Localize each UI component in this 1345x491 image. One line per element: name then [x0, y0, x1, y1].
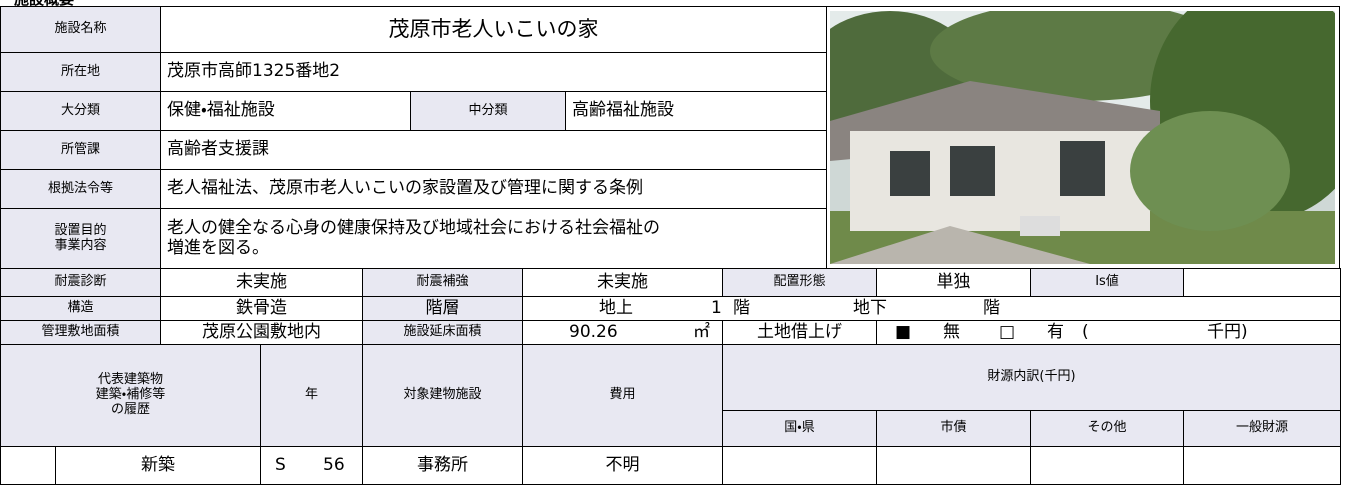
cell-part: (	[1082, 321, 1089, 342]
cell-part: S	[275, 454, 286, 475]
value-cell: 保健・福祉施設	[160, 91, 411, 131]
value-cell: 老人の健全なる心身の健康保持及び地域社会における社会福祉の 増進を図る。	[160, 208, 827, 269]
lease-cell: ■ 無 □ 有 ( 千円)	[876, 320, 1341, 345]
header-cell: 一般財源	[1183, 410, 1341, 447]
label-cell: 根拠法令等	[0, 169, 161, 209]
floor-area-cell: 90.26 ㎡	[522, 320, 723, 345]
label-cell: 大分類	[0, 91, 161, 131]
value-cell: 新築	[55, 446, 261, 485]
label-cell: 所在地	[0, 52, 161, 92]
value-cell	[1183, 446, 1341, 485]
section-title: 施設概要	[14, 0, 74, 9]
cell-part: 階	[733, 297, 750, 318]
value-cell: 高齢福祉施設	[565, 91, 827, 131]
floors-cell: 地上 1 階地下階	[522, 296, 1341, 321]
cell-part: 千円)	[1207, 321, 1248, 342]
value-cell: 土地借上げ	[722, 320, 877, 345]
value-cell	[722, 446, 877, 485]
header-cell: 国・県	[722, 410, 877, 447]
value-cell: 鉄骨造	[160, 296, 363, 321]
cell-part: 1	[711, 297, 722, 318]
label-cell: 配置形態	[722, 268, 877, 297]
header-cell: 費用	[522, 344, 723, 447]
cell-part: 90.26	[569, 321, 618, 342]
cell-part: 56	[323, 454, 345, 475]
cell-part: 地上	[599, 297, 633, 318]
label-cell: 階層	[362, 296, 523, 321]
photo-cell	[825, 6, 1340, 269]
value-cell	[1183, 268, 1341, 297]
label-cell: 設置目的 事業内容	[0, 208, 161, 269]
header-cell: 代表建築物 建築・補修等 の履歴	[0, 344, 261, 447]
label-cell: 施設名称	[0, 6, 161, 53]
value-cell: 単独	[876, 268, 1031, 297]
cell-part: □	[999, 321, 1016, 342]
value-cell	[876, 446, 1031, 485]
value-cell	[0, 446, 56, 485]
value-cell: 老人福祉法、茂原市老人いこいの家設置及び管理に関する条例	[160, 169, 827, 209]
value-cell: 茂原公園敷地内	[160, 320, 363, 345]
label-cell: 構造	[0, 296, 161, 321]
cell-part: ㎡	[693, 321, 710, 342]
value-cell: 未実施	[160, 268, 363, 297]
cell-part: 有	[1047, 321, 1064, 342]
cell-part: 無	[943, 321, 960, 342]
label-cell: Is値	[1030, 268, 1184, 297]
label-cell: 中分類	[410, 91, 566, 131]
cell-part: ■	[895, 321, 912, 342]
value-cell: 茂原市老人いこいの家	[160, 6, 827, 53]
label-cell: 所管課	[0, 130, 161, 170]
value-cell: 不明	[522, 446, 723, 485]
value-cell: 高齢者支援課	[160, 130, 827, 170]
header-cell: 財源内訳(千円)	[722, 344, 1341, 411]
cell-part: 階	[983, 297, 1000, 318]
value-cell: 事務所	[362, 446, 523, 485]
label-cell: 施設延床面積	[362, 320, 523, 345]
header-cell: 年	[260, 344, 363, 447]
label-cell: 耐震診断	[0, 268, 161, 297]
label-cell: 耐震補強	[362, 268, 523, 297]
value-cell: 未実施	[522, 268, 723, 297]
header-cell: 市債	[876, 410, 1031, 447]
header-cell: 対象建物施設	[362, 344, 523, 447]
header-cell: その他	[1030, 410, 1184, 447]
value-cell: 茂原市高師1325番地2	[160, 52, 827, 92]
year-cell: S 56	[260, 446, 363, 485]
label-cell: 管理敷地面積	[0, 320, 161, 345]
facility-photo	[830, 11, 1335, 264]
value-cell	[1030, 446, 1184, 485]
cell-part: 地下	[853, 297, 887, 318]
